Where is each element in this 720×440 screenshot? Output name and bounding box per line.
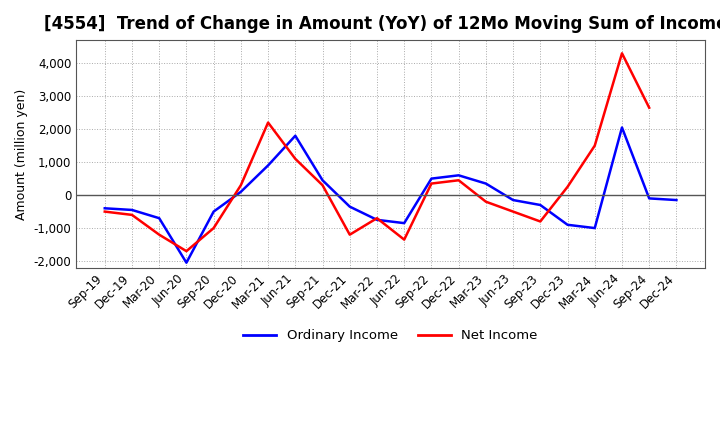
Ordinary Income [645, 196, 654, 201]
Net Income [454, 178, 463, 183]
Net Income [590, 143, 599, 148]
Line: Ordinary Income: Ordinary Income [104, 128, 676, 263]
Net Income [563, 184, 572, 190]
Net Income [182, 249, 191, 254]
Ordinary Income [400, 220, 408, 226]
Net Income [373, 216, 382, 221]
Net Income [346, 232, 354, 237]
Ordinary Income [100, 205, 109, 211]
Title: [4554]  Trend of Change in Amount (YoY) of 12Mo Moving Sum of Incomes: [4554] Trend of Change in Amount (YoY) o… [44, 15, 720, 33]
Ordinary Income [618, 125, 626, 130]
Net Income [100, 209, 109, 214]
Ordinary Income [563, 222, 572, 227]
Ordinary Income [672, 198, 680, 203]
Ordinary Income [127, 207, 136, 213]
Ordinary Income [291, 133, 300, 139]
Net Income [427, 181, 436, 186]
Ordinary Income [427, 176, 436, 181]
Legend: Ordinary Income, Net Income: Ordinary Income, Net Income [238, 324, 543, 348]
Net Income [509, 209, 518, 214]
Net Income [127, 212, 136, 217]
Net Income [291, 156, 300, 161]
Ordinary Income [590, 225, 599, 231]
Ordinary Income [346, 204, 354, 209]
Net Income [400, 237, 408, 242]
Ordinary Income [155, 216, 163, 221]
Ordinary Income [536, 202, 544, 208]
Net Income [618, 51, 626, 56]
Ordinary Income [210, 209, 218, 214]
Ordinary Income [264, 163, 272, 168]
Net Income [264, 120, 272, 125]
Net Income [210, 225, 218, 231]
Net Income [645, 105, 654, 110]
Net Income [482, 199, 490, 204]
Net Income [155, 232, 163, 237]
Line: Net Income: Net Income [104, 53, 649, 251]
Ordinary Income [237, 189, 246, 194]
Ordinary Income [318, 178, 327, 183]
Net Income [318, 183, 327, 188]
Ordinary Income [509, 198, 518, 203]
Ordinary Income [454, 172, 463, 178]
Ordinary Income [182, 260, 191, 265]
Net Income [536, 219, 544, 224]
Ordinary Income [373, 217, 382, 223]
Ordinary Income [482, 181, 490, 186]
Net Income [237, 183, 246, 188]
Y-axis label: Amount (million yen): Amount (million yen) [15, 88, 28, 220]
